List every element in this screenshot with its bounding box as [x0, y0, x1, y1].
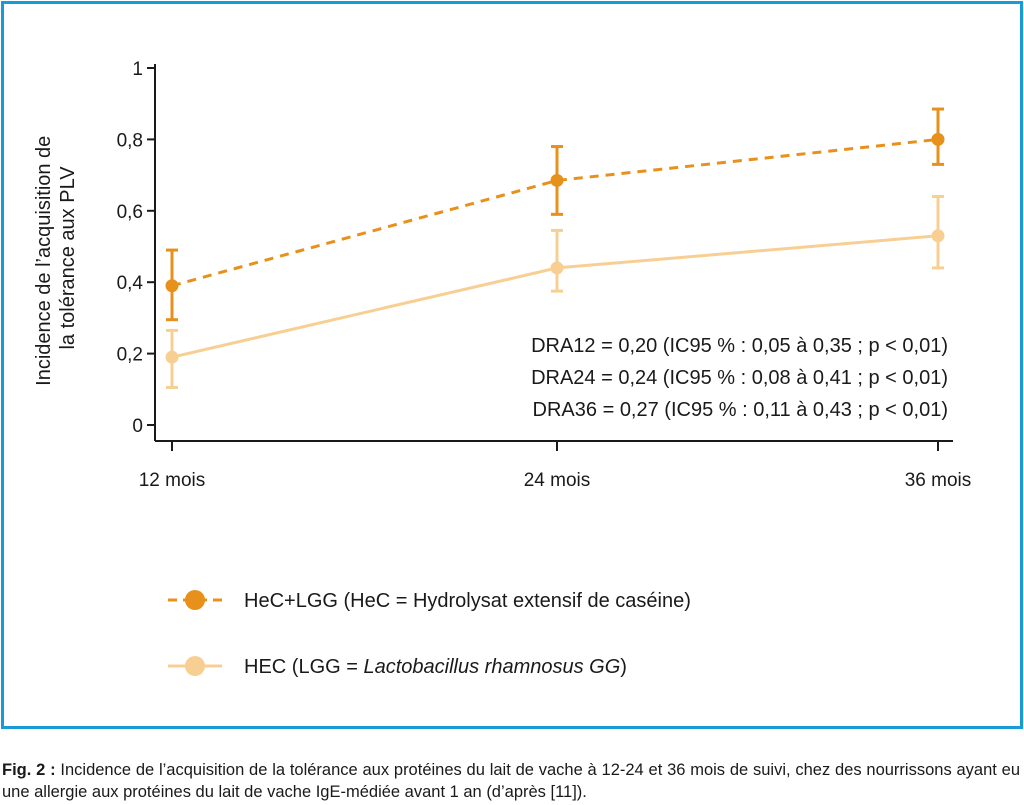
series-layer [165, 107, 945, 390]
figure-caption: Fig. 2 : Incidence de l’acquisition de l… [2, 759, 1020, 803]
chart: 0 0,2 0,4 0,6 0,8 1 12 mois 24 mois 36 mois Inci… [33, 59, 972, 678]
series-hec [165, 195, 945, 390]
y-axis-title: Incidence de l’acquisition de la toléran… [33, 130, 79, 386]
y-tick-label: 0 [132, 416, 143, 437]
y-tick-label: 0,4 [117, 273, 144, 294]
y-tick-label: 1 [132, 59, 143, 80]
series-line-hec-lgg [171, 137, 939, 288]
chart-axes: 0 0,2 0,4 0,6 0,8 1 12 mois 24 mois 36 mois [117, 59, 972, 491]
legend-label-hec-main: HEC (LGG = [244, 656, 363, 678]
x-tick-label: 24 mois [524, 470, 591, 491]
data-point-hec-lgg [931, 132, 945, 146]
y-axis-title-line-2: la tolérance aux PLV [57, 166, 79, 350]
data-point-hec [931, 229, 945, 243]
y-tick-label: 0,6 [117, 202, 143, 223]
legend-label-hec-end: ) [620, 656, 627, 678]
legend-label-hec-lgg: HeC+LGG (HeC = Hydrolysat extensif de ca… [244, 590, 691, 612]
caption-label: Fig. 2 : [2, 761, 56, 779]
y-tick-label: 0,8 [117, 130, 143, 151]
y-axis-title-line-1: Incidence de l’acquisition de [33, 136, 55, 386]
data-point-hec [165, 350, 179, 364]
legend-marker-hec [185, 656, 205, 676]
data-point-hec-lgg [550, 173, 564, 187]
legend-item-hec: HEC (LGG = Lactobacillus rhamnosus GG) [168, 656, 627, 678]
x-tick-label: 12 mois [139, 470, 206, 491]
data-point-hec [550, 261, 564, 275]
y-tick-label: 0,2 [117, 345, 143, 366]
annotation-dra36: DRA36 = 0,27 (IC95 % : 0,11 à 0,43 ; p <… [533, 399, 948, 421]
annotation-dra12: DRA12 = 0,20 (IC95 % : 0,05 à 0,35 ; p <… [531, 335, 948, 357]
legend: HeC+LGG (HeC = Hydrolysat extensif de ca… [168, 590, 691, 678]
legend-label-hec-species: Lactobacillus rhamnosus GG [363, 656, 620, 678]
data-point-hec-lgg [165, 279, 179, 293]
legend-label-hec: HEC (LGG = Lactobacillus rhamnosus GG) [244, 656, 627, 678]
series-hec-lgg [165, 107, 945, 322]
figure-frame [1, 1, 1023, 729]
legend-marker-hec-lgg [185, 590, 205, 610]
caption-text: Incidence de l’acquisition de la toléran… [2, 761, 1020, 801]
x-tick-label: 36 mois [905, 470, 972, 491]
annotation-dra24: DRA24 = 0,24 (IC95 % : 0,08 à 0,41 ; p <… [531, 367, 948, 389]
legend-item-hec-lgg: HeC+LGG (HeC = Hydrolysat extensif de ca… [168, 590, 691, 612]
